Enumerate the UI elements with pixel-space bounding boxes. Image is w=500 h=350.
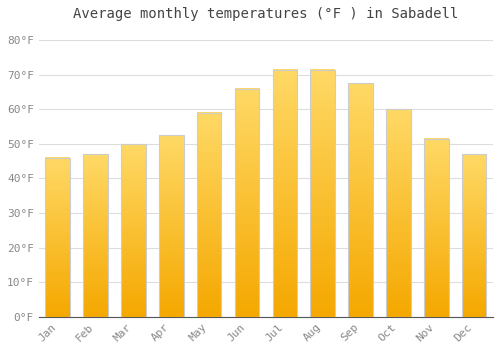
Title: Average monthly temperatures (°F ) in Sabadell: Average monthly temperatures (°F ) in Sa… [74,7,458,21]
